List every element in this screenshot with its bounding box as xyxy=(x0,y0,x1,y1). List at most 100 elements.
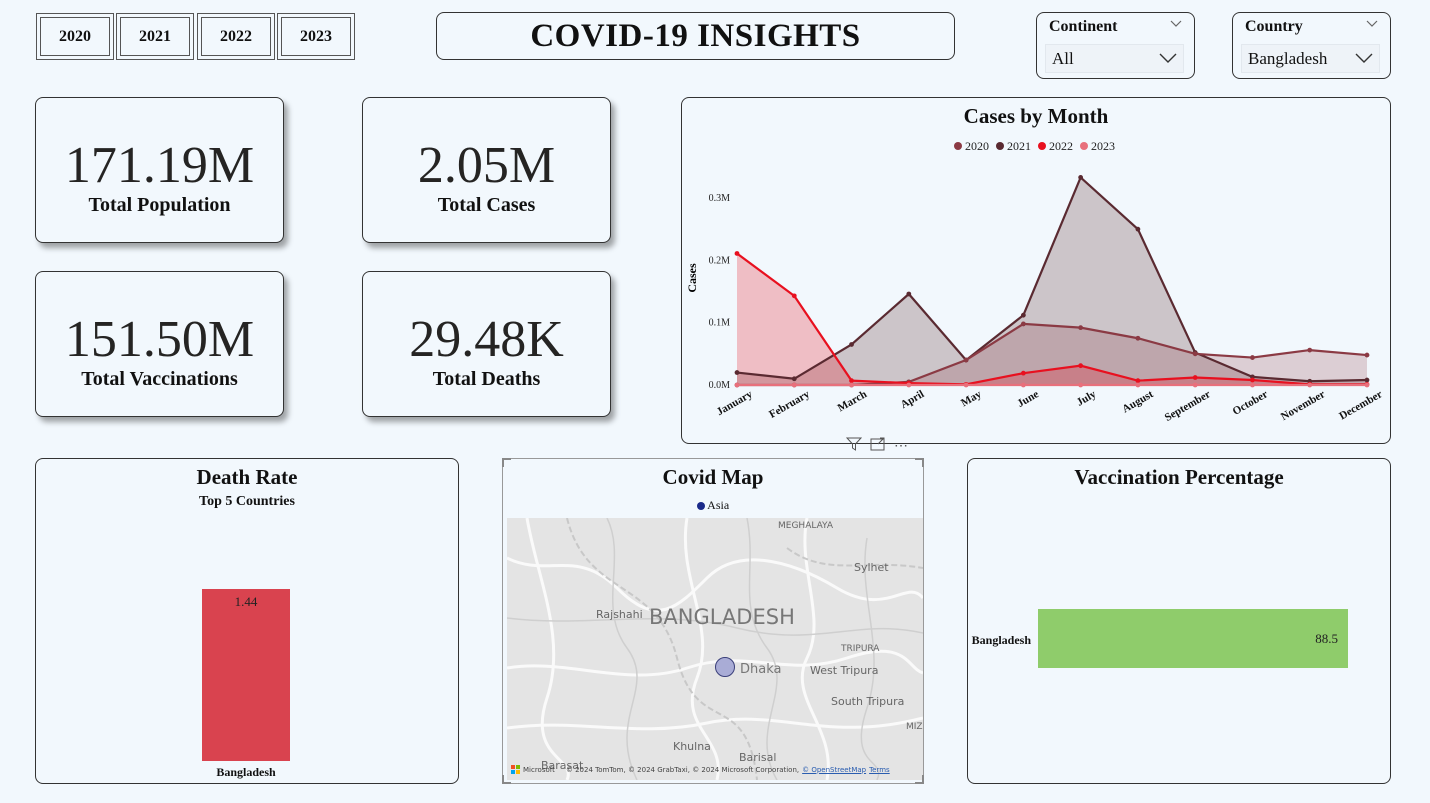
year-button-2022[interactable]: 2022 xyxy=(197,13,275,60)
data-point-2023 xyxy=(1020,382,1026,388)
data-point-2020 xyxy=(1364,352,1370,358)
y-tick-label: 0.2M xyxy=(709,255,731,266)
more-options-icon[interactable]: ⋯ xyxy=(894,438,909,454)
resize-handle[interactable] xyxy=(502,458,511,467)
terms-link[interactable]: Terms xyxy=(869,765,890,774)
data-point-2020 xyxy=(1192,351,1198,357)
collapse-chevron-icon[interactable] xyxy=(1170,17,1182,33)
focus-mode-icon[interactable] xyxy=(870,437,886,456)
resize-handle[interactable] xyxy=(915,775,924,784)
data-point-2023 xyxy=(1135,382,1141,388)
map-roads xyxy=(507,518,923,780)
chart-title: Vaccination Percentage xyxy=(1074,465,1284,489)
data-point-2023 xyxy=(1307,382,1313,388)
country-slicer-label: Country xyxy=(1245,18,1303,35)
filter-icon[interactable] xyxy=(845,437,863,456)
x-tick-label: May xyxy=(959,388,984,409)
data-point-2020 xyxy=(1135,335,1141,341)
data-point-2023 xyxy=(963,382,969,388)
continent-dropdown[interactable]: All xyxy=(1045,44,1184,73)
year-button-2023[interactable]: 2023 xyxy=(277,13,355,60)
data-point-2023 xyxy=(791,382,797,388)
x-tick-label: February xyxy=(767,388,812,421)
year-label: 2023 xyxy=(300,27,332,45)
data-point-2022 xyxy=(1020,370,1026,376)
map-canvas[interactable]: MEGHALAYA Sylhet Rajshahi BANGLADESH TRI… xyxy=(507,518,923,780)
chart-title: Cases by Month xyxy=(963,104,1109,128)
chart-title: Death Rate xyxy=(196,465,298,489)
map-label-dhaka: Dhaka xyxy=(740,662,782,677)
data-point-2022 xyxy=(791,293,797,299)
kpi-card-vaccinations: 151.50M Total Vaccinations xyxy=(35,271,284,417)
y-tick-label: 0.0M xyxy=(709,380,731,391)
data-point-2021 xyxy=(791,376,797,382)
death-rate-visual[interactable]: Death Rate Top 5 Countries 1.44 Banglades… xyxy=(35,458,459,784)
x-tick-label: November xyxy=(1279,388,1327,423)
legend-dot-icon xyxy=(696,502,705,511)
osm-link[interactable]: © OpenStreetMap xyxy=(802,765,867,774)
kpi-card-deaths: 29.48K Total Deaths xyxy=(362,271,611,417)
map-label-sylhet: Sylhet xyxy=(854,561,889,574)
resize-handle[interactable] xyxy=(915,458,924,467)
x-tick-label: December xyxy=(1337,388,1384,422)
covid-map-visual[interactable]: Covid Map Asia MEGHALAYA Sylhet Rajshahi… xyxy=(502,458,924,784)
data-point-2022 xyxy=(734,251,740,256)
year-button-2020[interactable]: 2020 xyxy=(36,13,114,60)
map-label-barasat: Barasat xyxy=(541,759,584,772)
continent-slicer: Continent All xyxy=(1036,12,1195,79)
continent-slicer-label: Continent xyxy=(1049,18,1118,35)
kpi-label: Total Deaths xyxy=(432,368,541,390)
y-axis-title: Cases xyxy=(685,263,699,293)
attribution-text: © 2024 TomTom, © 2024 GrabTaxi, © 2024 M… xyxy=(565,765,800,774)
year-label: 2020 xyxy=(59,27,91,45)
legend-label: 2022 xyxy=(1049,139,1073,153)
data-point-2020 xyxy=(1307,347,1313,353)
data-point-2022 xyxy=(849,378,854,384)
x-tick-label: October xyxy=(1231,388,1270,418)
bar-data-label: 88.5 xyxy=(1315,631,1338,646)
series-line-2021 xyxy=(736,175,1368,383)
kpi-value: 2.05M xyxy=(417,137,556,194)
legend-label: Asia xyxy=(707,498,730,512)
data-point-2023 xyxy=(849,382,854,388)
x-tick-label: July xyxy=(1075,388,1099,409)
collapse-chevron-icon[interactable] xyxy=(1366,17,1378,33)
y-tick-label: 0.1M xyxy=(709,318,731,329)
category-label: Bangladesh xyxy=(216,765,276,779)
kpi-value: 29.48K xyxy=(409,311,564,368)
vaccination-percentage-visual[interactable]: Vaccination Percentage 88.5 Bangladesh xyxy=(967,458,1391,784)
legend-label: 2021 xyxy=(1007,139,1031,153)
legend-swatch xyxy=(954,142,962,150)
cases-by-month-visual[interactable]: Cases by Month 2020 2021 2022 2023 Cases 0.… xyxy=(681,97,1391,444)
series-area-2021 xyxy=(737,177,1367,385)
legend-swatch xyxy=(1080,142,1088,150)
country-dropdown[interactable]: Bangladesh xyxy=(1241,44,1380,73)
map-bubble-bangladesh[interactable] xyxy=(715,657,735,677)
data-point-2021 xyxy=(906,291,912,297)
legend-label: 2020 xyxy=(965,139,989,153)
legend-swatch xyxy=(996,142,1004,150)
data-point-2022 xyxy=(1192,375,1198,380)
kpi-label: Total Cases xyxy=(437,194,536,216)
chevron-down-icon xyxy=(1355,49,1373,69)
x-tick-label: September xyxy=(1163,388,1213,424)
data-point-2021 xyxy=(1020,312,1026,318)
data-point-2023 xyxy=(906,382,912,388)
y-tick-label: 0.3M xyxy=(709,193,731,204)
map-label-khulna: Khulna xyxy=(673,740,711,753)
legend-swatch xyxy=(1038,142,1046,150)
map-legend: Asia xyxy=(503,498,923,513)
year-label: 2021 xyxy=(139,27,171,45)
x-tick-label: March xyxy=(836,388,869,414)
year-label: 2022 xyxy=(220,27,252,45)
visual-header-toolbar: ⋯ xyxy=(845,437,924,456)
chart-title: Covid Map xyxy=(662,465,764,489)
data-point-2021 xyxy=(1078,175,1084,180)
year-button-2021[interactable]: 2021 xyxy=(116,13,194,60)
data-point-2023 xyxy=(1078,382,1084,388)
x-tick-label: April xyxy=(899,388,927,411)
map-label-rajshahi: Rajshahi xyxy=(596,608,643,621)
series-area-2022 xyxy=(737,253,1367,385)
resize-handle[interactable] xyxy=(502,775,511,784)
kpi-value: 151.50M xyxy=(64,311,255,368)
